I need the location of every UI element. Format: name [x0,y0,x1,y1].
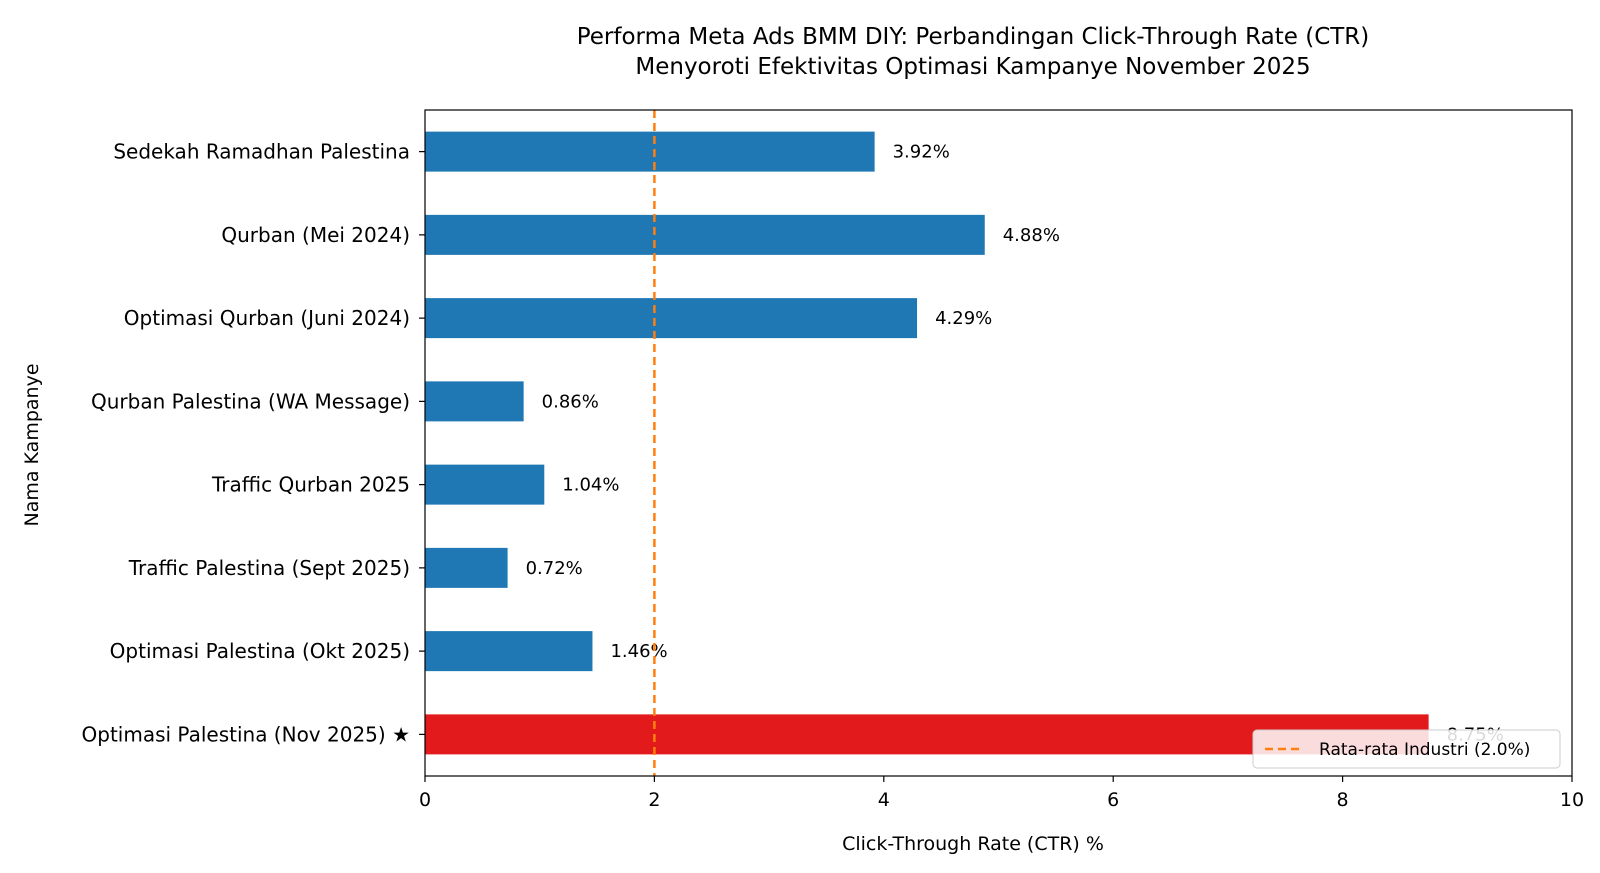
x-tick-label: 4 [878,789,890,811]
bar-value-label: 3.92% [893,142,950,163]
bar [425,298,918,339]
chart-title: Performa Meta Ads BMM DIY: Perbandingan … [577,24,1370,50]
y-tick-label: Qurban Palestina (WA Message) [91,389,410,413]
bar-value-label: 0.86% [542,391,599,412]
bar [425,214,985,255]
bar-value-label: 4.88% [1003,225,1060,246]
bar [425,547,508,588]
x-tick-label: 10 [1560,789,1584,811]
y-tick-label: Optimasi Palestina (Okt 2025) [110,639,410,663]
bar-value-label: 4.29% [935,308,992,329]
y-axis-title: Nama Kampanye [21,363,43,526]
x-tick-label: 8 [1337,789,1349,811]
bar [425,464,545,505]
plot-frame [424,109,1573,777]
x-axis-title: Click-Through Rate (CTR) % [842,833,1104,855]
y-tick-label: Qurban (Mei 2024) [221,223,410,247]
x-tick-label: 6 [1107,789,1119,811]
bar [425,131,875,172]
y-tick-label: Optimasi Qurban (Juni 2024) [124,306,410,330]
legend-label: Rata-rata Industri (2.0%) [1319,740,1530,760]
bar [425,381,524,422]
legend-box [1252,729,1561,769]
bar-value-label: 1.46% [610,641,667,662]
chart-subtitle: Menyoroti Efektivitas Optimasi Kampanye … [635,54,1310,80]
x-tick-label: 2 [648,789,660,811]
y-tick-label: Optimasi Palestina (Nov 2025) ★ [82,722,410,746]
y-tick-label: Sedekah Ramadhan Palestina [113,140,410,164]
y-tick-label: Traffic Palestina (Sept 2025) [128,556,410,580]
y-tick-label: Traffic Qurban 2025 [211,473,410,497]
plot-area: 3.92% Sedekah Ramadhan Palestina 4.88% Qurb… [82,109,1584,811]
bar [425,631,593,672]
bar-value-label: 1.04% [562,475,619,496]
x-tick-label: 0 [419,789,431,811]
bar-value-label: 0.72% [526,558,583,579]
